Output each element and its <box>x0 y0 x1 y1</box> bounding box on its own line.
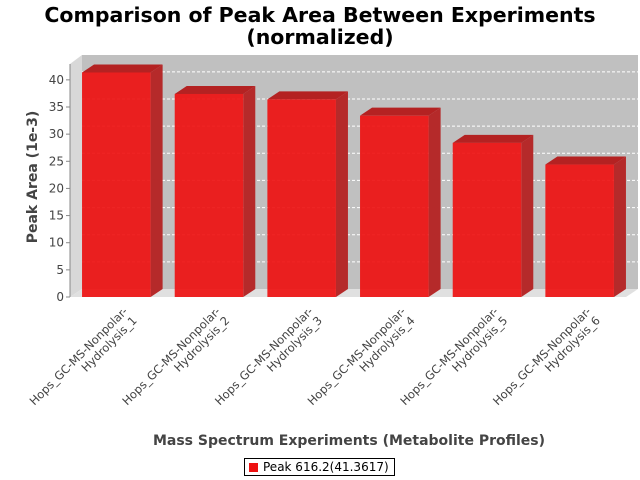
chart-title: Comparison of Peak Area Between Experime… <box>44 3 596 27</box>
y-tick-label: 15 <box>49 209 64 223</box>
bar-side <box>613 156 626 297</box>
bar-front <box>267 99 336 298</box>
bar-front <box>82 72 151 297</box>
x-tick-label-line: Hops_GC-MS-Nonpolar- <box>27 304 131 408</box>
bar-side <box>243 85 256 297</box>
y-tick-label: 30 <box>49 127 64 141</box>
bar-side <box>521 134 534 297</box>
bar <box>545 156 626 297</box>
bar-top <box>545 156 626 165</box>
bars <box>82 64 626 298</box>
bar-front <box>545 164 614 297</box>
legend: Peak 616.2(41.3617) <box>244 458 395 476</box>
bar-side <box>335 91 348 298</box>
y-tick-label: 0 <box>56 290 64 304</box>
y-tick-label: 20 <box>49 181 64 195</box>
y-axis-ticks: 0 5 10 15 20 25 30 35 40 <box>49 73 70 304</box>
y-tick-label: 25 <box>49 154 64 168</box>
bar-side <box>428 107 441 297</box>
chart-subtitle: (normalized) <box>246 25 394 49</box>
legend-label: Peak 616.2(41.3617) <box>263 460 389 474</box>
bar-front <box>360 115 429 297</box>
bar-front <box>452 142 522 297</box>
bar-top <box>267 91 348 100</box>
bar-top <box>360 107 441 116</box>
y-tick-label: 40 <box>49 73 64 87</box>
bar-top <box>174 85 256 94</box>
legend-swatch <box>249 462 258 472</box>
y-tick-label: 5 <box>56 263 64 277</box>
bar <box>267 91 348 298</box>
y-axis-label: Peak Area (1e-3) <box>25 111 41 244</box>
y-tick-label: 35 <box>49 100 64 114</box>
plot-left-wall <box>70 55 82 297</box>
bar-side <box>150 64 163 297</box>
bar <box>82 64 163 297</box>
bar-front <box>174 93 244 297</box>
bar-top <box>82 64 163 73</box>
grid-lines <box>82 71 638 263</box>
bar-top <box>452 134 534 143</box>
x-axis-tick-labels: Hops_GC-MS-Nonpolar-Hydrolysis_1Hops_GC-… <box>27 304 603 408</box>
bar <box>452 134 534 297</box>
y-tick-label: 10 <box>49 236 64 250</box>
x-axis-label: Mass Spectrum Experiments (Metabolite Pr… <box>153 433 545 449</box>
bar <box>174 85 256 297</box>
bar <box>360 107 441 297</box>
